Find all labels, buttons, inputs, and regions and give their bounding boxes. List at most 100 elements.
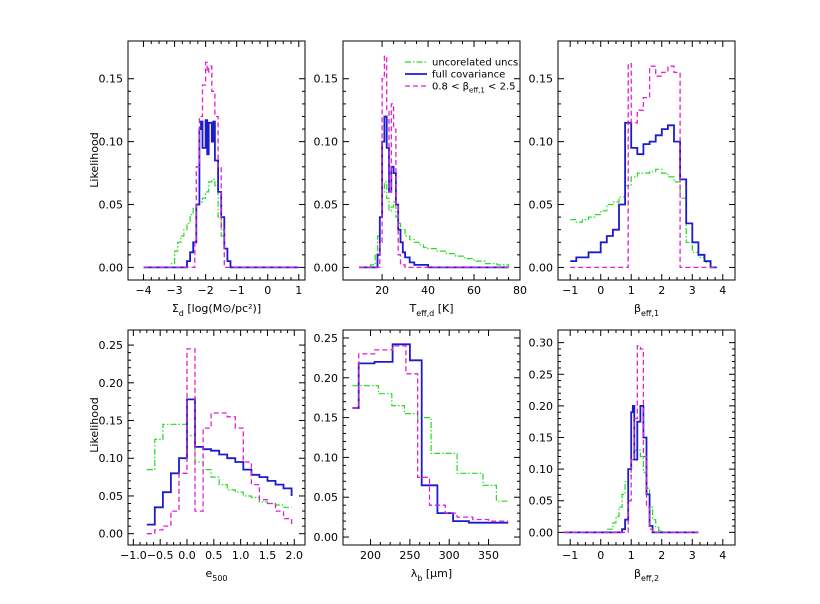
ytick-label: 0.25 [529,368,554,381]
xtick-label: 0.0 [178,549,196,562]
ytick-label: 0.05 [529,495,554,508]
xtick-label: 1.5 [259,549,277,562]
panel-frame [342,40,521,281]
xtick-label: 3 [689,549,696,562]
ytick-label: 0.30 [529,337,554,350]
xtick-label: −1.0 [120,549,147,562]
ytick-label: 0.00 [99,261,124,274]
series-line-beta [143,61,299,269]
panel-5: 0.00 0.05 0.10 0.15 0.20 0.25 200 250 300 350 λb [… [314,329,521,583]
panel-1: 0.00 0.05 0.10 0.15 −4 −3 −2 −1 0 1 Σd [log(M⊙/pc²… [99,40,306,318]
panel-frame [557,40,736,281]
ytick-label: 0.05 [99,490,124,503]
ytick-label: 0.20 [529,400,554,413]
series-line-uncorr [143,178,299,268]
xtick-label: 0 [597,284,604,297]
xtick-label: −1 [562,284,578,297]
ytick-label: 0.15 [529,73,554,86]
xlabel: λb [μm] [411,567,452,583]
panel-4: 0.00 0.05 0.10 0.15 0.20 0.25 −1.0 −0.5 0.0 0.5 1.… [99,329,306,583]
series-line-uncorr [352,385,509,502]
ytick-label: 0.10 [99,136,124,149]
ytick-label: 0.20 [314,372,339,385]
xtick-label: 0.5 [205,549,223,562]
xtick-label: 1 [295,284,302,297]
ytick-label: 0.25 [314,332,339,345]
xtick-label: 2.0 [286,549,304,562]
series-line-full [564,405,699,534]
ytick-label: 0.10 [529,463,554,476]
ytick-label: 0.20 [99,377,124,390]
panel-6: 0.00 0.05 0.10 0.15 0.20 0.25 0.30 −1 0 1 2 3 4 βeff,… [529,329,736,583]
xlabel: Teff,d [K] [408,302,453,318]
ytick-label: 0.00 [314,261,339,274]
ytick-label: 0.15 [529,432,554,445]
ytick-label: 0.10 [529,136,554,149]
xtick-label: 1 [628,549,635,562]
xtick-label: 200 [360,549,381,562]
ytick-label: 0.05 [314,491,339,504]
ytick-label: 0.00 [99,528,124,541]
xtick-label: 4 [719,549,726,562]
xtick-label: −4 [135,284,151,297]
series-line-beta [146,348,293,535]
xtick-label: 20 [375,284,389,297]
xtick-label: 80 [513,284,527,297]
ytick-label: 0.15 [99,415,124,428]
series-line-uncorr [570,168,717,268]
legend-label-full: full covariance [432,70,505,81]
xlabel: Σd [log(M⊙/pc²)] [172,302,261,318]
ytick-label: 0.00 [314,531,339,544]
series-line-beta [359,55,509,269]
ytick-label: 0.15 [314,412,339,425]
series-line-full [352,343,509,524]
xtick-label: 2 [658,284,665,297]
xtick-label: 1.0 [232,549,250,562]
series-line-beta [564,345,699,534]
xtick-label: 250 [399,549,420,562]
ytick-label: 0.15 [314,73,339,86]
ylabel-row1: Likelihood [88,132,101,187]
series-line-beta [570,62,717,269]
panel-3: 0.00 0.05 0.10 0.15 −1 0 1 2 3 4 βeff,1 [529,40,736,318]
xtick-label: 0 [597,549,604,562]
ytick-label: 0.15 [99,73,124,86]
panel-frame [127,40,306,281]
legend-label-beta: 0.8 < βeff,1 < 2.5 [432,82,515,95]
xtick-label: −2 [198,284,214,297]
series-line-uncorr [146,423,292,508]
xtick-label: 3 [689,284,696,297]
ytick-label: 0.10 [99,452,124,465]
panels-group: 0.000.050.100.15−4 −3 −2 −1 0 1Σd [log(M⊙/pc²… [99,40,736,583]
panel-frame [342,329,521,546]
xtick-label: −0.5 [147,549,174,562]
xtick-label: 4 [719,284,726,297]
ylabel-row2: Likelihood [88,397,101,452]
ytick-label: 0.00 [529,526,554,539]
series-line-beta [352,345,509,522]
ytick-label: 0.00 [529,261,554,274]
xlabel: βeff,2 [634,567,659,583]
xtick-label: 60 [467,284,481,297]
xlabel: e500 [205,567,227,583]
xtick-label: −3 [166,284,182,297]
ytick-label: 0.10 [314,451,339,464]
xtick-label: 350 [478,549,499,562]
series-line-full [146,398,293,526]
ytick-label: 0.05 [99,199,124,212]
xtick-label: −1 [229,284,245,297]
xtick-label: 1 [628,284,635,297]
xtick-label: 0 [264,284,271,297]
ytick-label: 0.05 [314,199,339,212]
xtick-label: 300 [439,549,460,562]
series-line-full [570,121,717,269]
series-line-full [143,119,299,269]
ytick-label: 0.25 [99,339,124,352]
ytick-label: 0.10 [314,136,339,149]
xlabel: βeff,1 [634,302,659,318]
series-line-full [359,115,509,269]
panel-frame [127,329,306,546]
ytick-label: 0.05 [529,199,554,212]
